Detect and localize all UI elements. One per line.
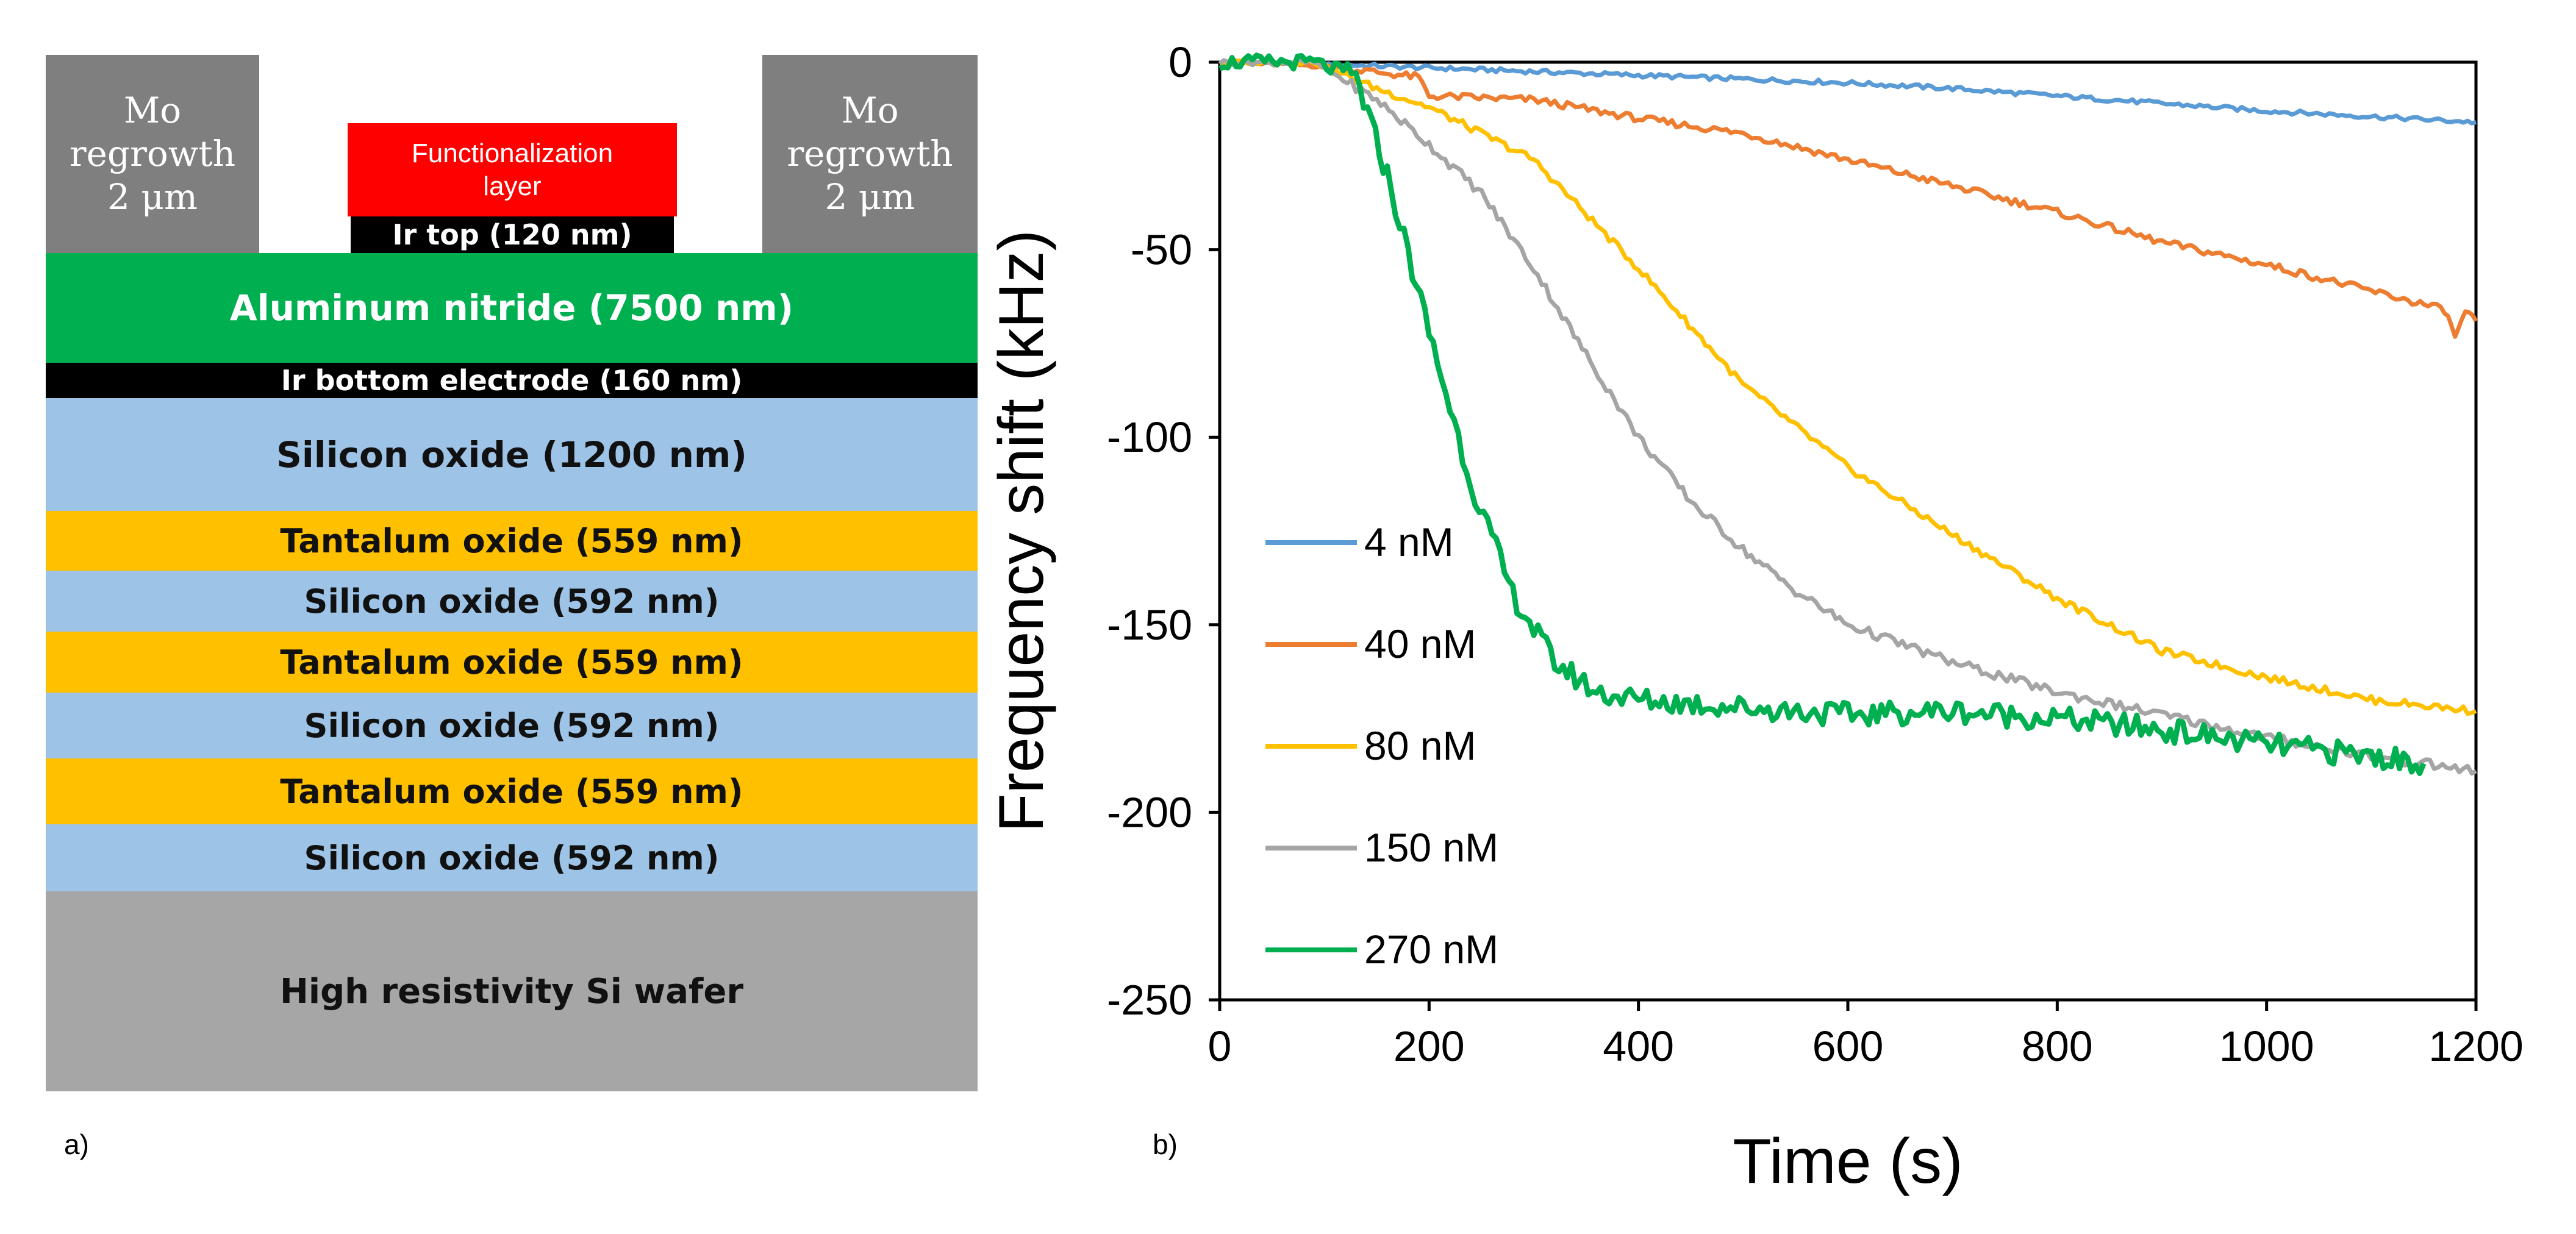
layer-si-wafer: High resistivity Si wafer [46,891,978,1091]
y-tick-label: 0 [1168,38,1192,86]
x-tick-label: 1200 [2428,1022,2524,1070]
y-tick-label: -150 [1107,601,1192,649]
y-axis-title: Frequency shift (kHz) [986,230,1057,832]
layer-tantalum-oxide-3-label: Tantalum oxide (559 nm) [280,772,743,811]
functionalization-layer: Functionalization layer [348,123,677,216]
ir-top-electrode: Ir top (120 nm) [351,216,674,253]
x-tick-label: 0 [1208,1022,1232,1070]
layer-silicon-oxide-592-3: Silicon oxide (592 nm) [46,824,978,891]
x-tick-label: 600 [1812,1022,1884,1070]
layer-silicon-oxide-1200: Silicon oxide (1200 nm) [46,398,978,511]
layer-aluminum-nitride-label: Aluminum nitride (7500 nm) [229,287,794,329]
series-line-270-nm [1218,52,2427,776]
y-tick-label: -50 [1131,226,1192,274]
mo-regrowth-left: Mo regrowth 2 μm [46,55,259,253]
frequency-shift-chart: 0 -50 -100 -150 -200 -250 0 200 400 600 800 1000 12… [976,24,2576,1234]
layer-tantalum-oxide-3: Tantalum oxide (559 nm) [46,758,978,824]
y-axis-ticks: 0 -50 -100 -150 -200 -250 [1107,38,1220,1024]
layer-tantalum-oxide-1-label: Tantalum oxide (559 nm) [280,521,743,560]
legend-label: 270 nM [1364,927,1498,972]
y-tick-label: -200 [1107,788,1192,836]
layer-tantalum-oxide-2-label: Tantalum oxide (559 nm) [280,643,743,682]
chart-svg: 0 -50 -100 -150 -200 -250 0 200 400 600 800 1000 12… [986,38,2524,1197]
layer-silicon-oxide-592-2: Silicon oxide (592 nm) [46,693,978,758]
layer-silicon-oxide-1200-label: Silicon oxide (1200 nm) [276,433,747,476]
layer-si-wafer-label: High resistivity Si wafer [280,971,743,1011]
series-line-4-nm [1218,59,2477,126]
layer-silicon-oxide-592-1: Silicon oxide (592 nm) [46,571,978,632]
chart-legend: 4 nM 40 nM 80 nM 150 nM 270 nM [1265,519,1498,972]
layer-silicon-oxide-592-3-label: Silicon oxide (592 nm) [304,838,720,877]
x-tick-label: 200 [1394,1022,1465,1070]
layer-silicon-oxide-592-2-label: Silicon oxide (592 nm) [304,706,720,745]
x-tick-label: 800 [2022,1022,2093,1070]
legend-label: 80 nM [1364,723,1476,768]
panel-a-label: a) [64,1129,89,1160]
layer-ir-bottom-electrode: Ir bottom electrode (160 nm) [46,363,978,398]
x-axis-title: Time (s) [1733,1126,1962,1197]
panel-b-label: b) [1153,1129,1178,1160]
y-tick-label: -100 [1107,413,1192,461]
layer-ir-bottom-electrode-label: Ir bottom electrode (160 nm) [281,364,743,397]
layer-tantalum-oxide-1: Tantalum oxide (559 nm) [46,511,978,571]
x-tick-label: 400 [1603,1022,1674,1070]
series-line-40-nm [1219,59,2478,339]
layer-stack-diagram: Mo regrowth 2 μm Mo regrowth 2 μm Functi… [46,55,978,1091]
y-tick-label: -250 [1107,976,1192,1024]
series-line-80-nm [1219,58,2477,716]
layer-tantalum-oxide-2: Tantalum oxide (559 nm) [46,632,978,693]
legend-label: 150 nM [1364,825,1498,870]
mo-regrowth-right: Mo regrowth 2 μm [762,55,978,253]
legend-label: 40 nM [1364,621,1476,666]
x-tick-label: 1000 [2219,1022,2314,1070]
series-lines [1218,52,2478,776]
legend-label: 4 nM [1364,519,1454,565]
layer-silicon-oxide-592-1-label: Silicon oxide (592 nm) [304,582,720,621]
x-axis-ticks: 0 200 400 600 800 1000 1200 [1208,1000,2524,1070]
layer-aluminum-nitride: Aluminum nitride (7500 nm) [46,253,978,363]
